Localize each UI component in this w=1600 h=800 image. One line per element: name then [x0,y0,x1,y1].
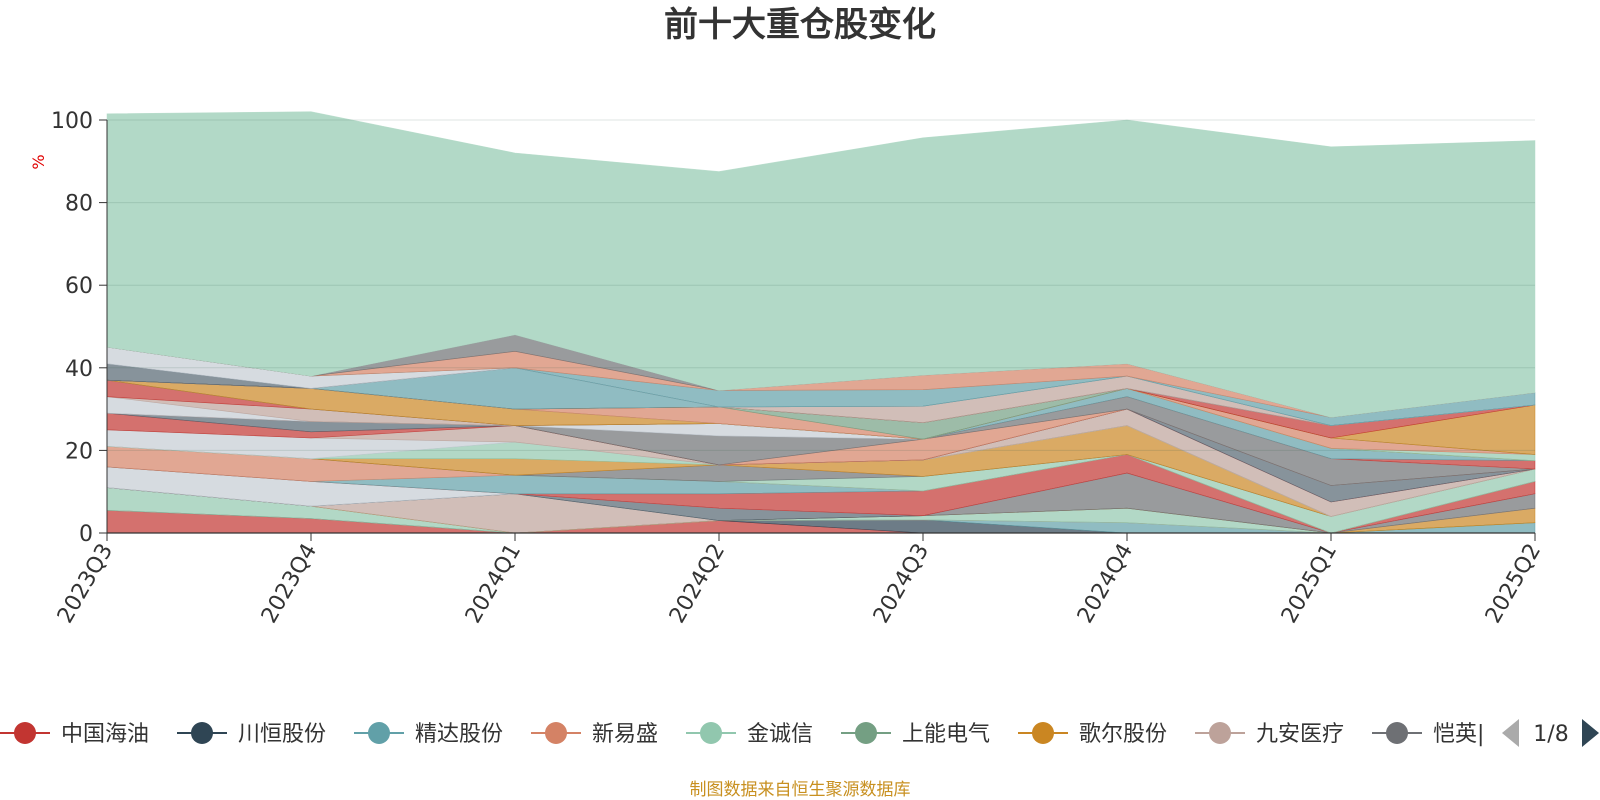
area-layers [106,111,1536,534]
legend-marker [191,722,213,744]
triangle-left-icon[interactable] [1502,719,1519,747]
chart-title: 前十大重仓股变化 [664,5,936,45]
legend-marker [545,722,567,744]
y-tick-label: 0 [79,522,93,547]
area-series-42 [106,111,1536,418]
x-tick-label: 2023Q3 [53,540,118,628]
legend-label: 歌尔股份 [1079,722,1167,747]
y-tick-label: 100 [51,109,93,134]
legend-item[interactable]: 川恒股份 [177,722,326,747]
x-tick-label: 2024Q3 [869,540,934,628]
legend-label: 九安医疗 [1256,722,1344,747]
x-tick-label: 2025Q2 [1481,540,1546,628]
legend-marker [368,722,390,744]
legend-item[interactable]: 中国海油 [0,722,149,747]
legend-marker [1032,722,1054,744]
legend-item[interactable]: 上能电气 [841,722,990,747]
data-source-note: 制图数据来自恒生聚源数据库 [690,780,911,800]
legend-marker [14,722,36,744]
legend-label: 恺英| [1433,722,1484,747]
legend-marker [1386,722,1408,744]
y-tick-label: 60 [65,274,93,299]
legend-label: 上能电气 [902,722,990,747]
legend-label: 新易盛 [592,722,658,747]
x-tick-label: 2024Q2 [665,540,730,628]
legend-label: 川恒股份 [238,722,326,747]
legend-label: 金诚信 [747,722,813,747]
y-tick-label: 20 [65,439,93,464]
legend-marker [1209,722,1231,744]
legend-item[interactable]: 恺英| [1372,722,1484,747]
y-axis-unit: % [29,154,48,169]
legend-label: 精达股份 [415,722,503,747]
legend-page-indicator: 1/8 [1533,722,1568,747]
triangle-right-icon[interactable] [1582,719,1599,747]
legend-marker [700,722,722,744]
legend-item[interactable]: 新易盛 [531,722,658,747]
grid-lines [107,119,1535,451]
x-tick-label: 2024Q4 [1073,540,1138,628]
x-tick-label: 2024Q1 [461,540,526,628]
legend-item[interactable]: 金诚信 [686,722,813,747]
legend-item[interactable]: 歌尔股份 [1018,722,1167,747]
legend-label: 中国海油 [61,722,149,747]
y-tick-label: 80 [65,192,93,217]
x-tick-label: 2025Q1 [1277,540,1342,628]
y-tick-label: 40 [65,357,93,382]
legend-item[interactable]: 精达股份 [354,722,503,747]
legend-item[interactable]: 九安医疗 [1195,722,1344,747]
x-tick-label: 2023Q4 [257,540,322,628]
legend-marker [855,722,877,744]
legend: 中国海油 川恒股份 精达股份 新易盛 金诚信 上能电气 歌尔股份 九安医疗 恺英| 1/8 [0,719,1599,747]
